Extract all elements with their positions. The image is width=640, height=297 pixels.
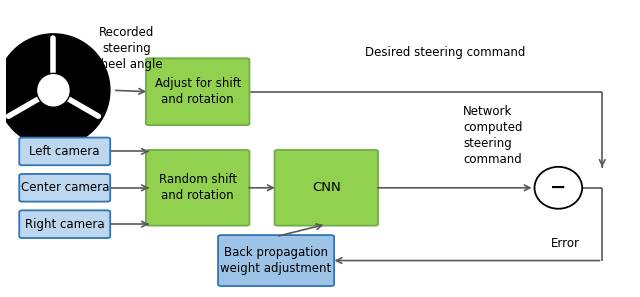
Text: Left camera: Left camera	[29, 145, 100, 158]
Text: Desired steering command: Desired steering command	[365, 46, 525, 59]
Text: Recorded
steering
wheel angle: Recorded steering wheel angle	[91, 26, 163, 71]
Text: Error: Error	[551, 237, 580, 249]
FancyBboxPatch shape	[146, 150, 250, 226]
FancyBboxPatch shape	[275, 150, 378, 226]
FancyBboxPatch shape	[19, 138, 110, 165]
Ellipse shape	[534, 167, 582, 209]
Text: Center camera: Center camera	[20, 181, 109, 194]
Ellipse shape	[36, 73, 70, 107]
Ellipse shape	[0, 34, 110, 147]
Text: Back propagation
weight adjustment: Back propagation weight adjustment	[220, 246, 332, 275]
FancyBboxPatch shape	[19, 174, 110, 202]
Text: Random shift
and rotation: Random shift and rotation	[159, 173, 237, 202]
FancyBboxPatch shape	[218, 235, 334, 286]
FancyBboxPatch shape	[19, 210, 110, 238]
Text: CNN: CNN	[312, 181, 340, 194]
Text: Network
computed
steering
command: Network computed steering command	[463, 105, 522, 166]
Text: Right camera: Right camera	[25, 218, 104, 231]
Text: −: −	[550, 178, 566, 197]
FancyBboxPatch shape	[146, 58, 250, 125]
Text: Adjust for shift
and rotation: Adjust for shift and rotation	[154, 77, 241, 106]
